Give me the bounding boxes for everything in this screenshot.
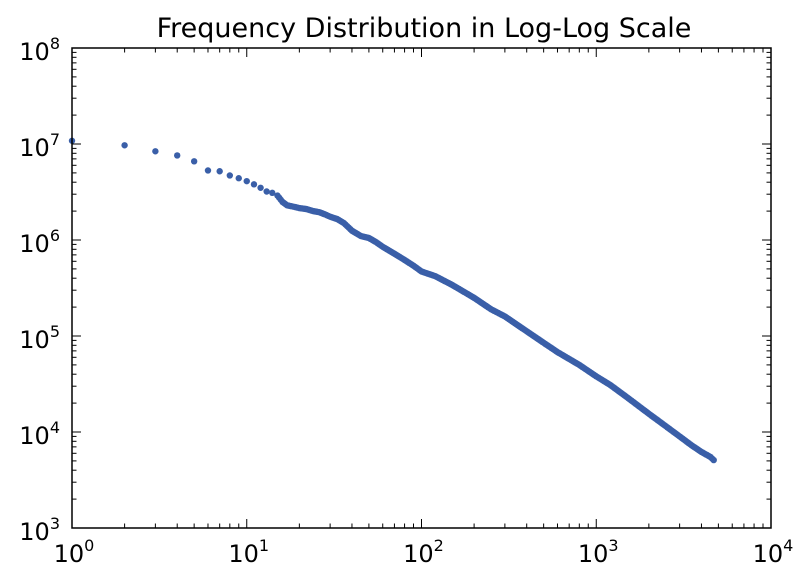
data-point bbox=[269, 189, 276, 197]
chart-title: Frequency Distribution in Log-Log Scale bbox=[157, 13, 692, 44]
data-point bbox=[257, 184, 264, 191]
data-point bbox=[250, 181, 258, 188]
data-points bbox=[68, 137, 717, 464]
data-point bbox=[710, 456, 717, 464]
plot-frame bbox=[71, 47, 772, 529]
x-tick-label: 100 bbox=[54, 536, 95, 568]
data-point bbox=[174, 152, 181, 159]
data-point bbox=[226, 172, 234, 179]
data-point bbox=[190, 158, 198, 165]
y-tick-labels: 103 104 105 106 107 108 bbox=[19, 34, 60, 546]
data-point bbox=[216, 168, 223, 175]
data-point bbox=[263, 188, 270, 195]
x-tick-labels: 100 101 102 103 104 bbox=[54, 536, 794, 568]
axis-ticks bbox=[71, 47, 772, 529]
y-tick-label: 103 bbox=[19, 514, 60, 546]
x-tick-label: 101 bbox=[228, 536, 269, 568]
data-point bbox=[243, 177, 250, 185]
x-tick-label: 103 bbox=[578, 536, 619, 568]
x-tick-label: 104 bbox=[753, 536, 794, 568]
x-tick-label: 102 bbox=[403, 536, 444, 568]
y-tick-label: 104 bbox=[19, 418, 60, 450]
y-tick-label: 107 bbox=[19, 130, 60, 162]
y-tick-label: 108 bbox=[19, 34, 60, 66]
data-point bbox=[121, 142, 128, 149]
data-point bbox=[204, 167, 212, 174]
y-tick-label: 106 bbox=[19, 226, 60, 258]
y-tick-label: 105 bbox=[19, 322, 60, 354]
data-point bbox=[152, 148, 159, 155]
data-point bbox=[235, 175, 242, 182]
